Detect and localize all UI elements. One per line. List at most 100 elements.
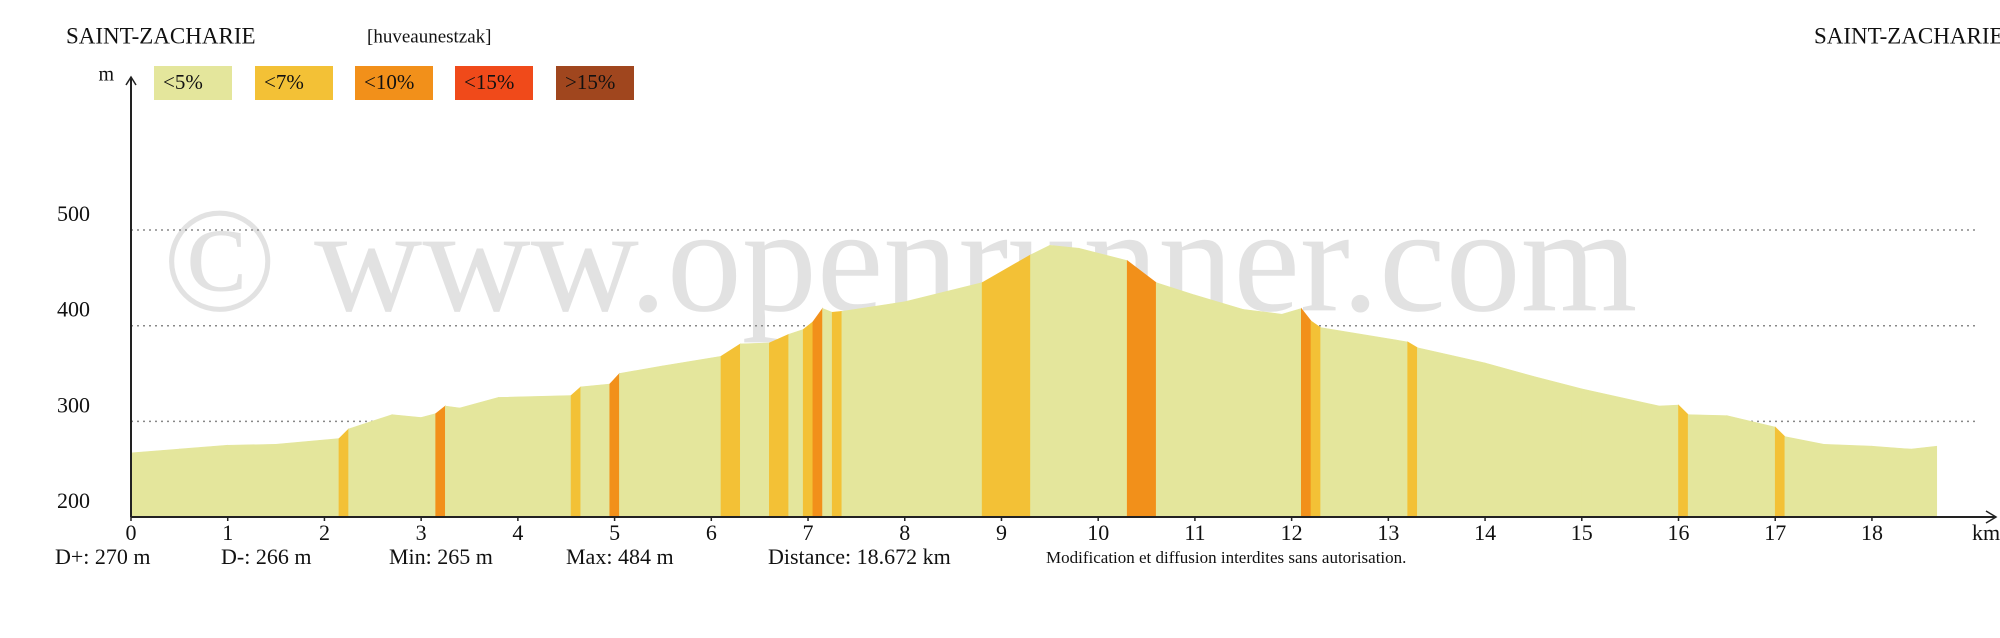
- profile-segment: [1417, 347, 1486, 518]
- x-tick-label: 2: [319, 520, 330, 545]
- x-tick-label: 8: [899, 520, 910, 545]
- legend-label: <10%: [364, 70, 414, 94]
- profile-segment: [812, 307, 823, 518]
- profile-segment: [498, 395, 572, 518]
- profile-segment: [570, 386, 582, 518]
- profile-segment: [1726, 415, 1776, 518]
- profile-segment: [445, 405, 461, 518]
- profile-segment: [227, 443, 277, 518]
- x-tick-label: 3: [416, 520, 427, 545]
- profile-segment: [609, 372, 620, 518]
- stat-annotation: Max: 484 m: [566, 544, 674, 569]
- profile-segment: [1823, 443, 1873, 518]
- profile-segment: [1533, 376, 1583, 518]
- legend-label: <7%: [264, 70, 304, 94]
- x-tick-label: 9: [996, 520, 1007, 545]
- profile-segment: [720, 343, 741, 518]
- subtitle: [huveaunestzak]: [367, 26, 492, 47]
- profile-segment: [435, 405, 446, 518]
- legend-swatch: [154, 66, 232, 100]
- profile-segment: [662, 355, 722, 518]
- profile-segment: [348, 414, 393, 518]
- profile-segment: [619, 365, 664, 518]
- x-tick-label: 12: [1281, 520, 1303, 545]
- end-title: SAINT-ZACHARIE: [1814, 23, 2000, 48]
- legend-swatch: [455, 66, 533, 100]
- x-tick-label: 15: [1571, 520, 1593, 545]
- x-tick-label: 10: [1087, 520, 1109, 545]
- profile-segment: [1871, 445, 1911, 518]
- stat-annotation: Modification et diffusion interdites san…: [1046, 548, 1406, 567]
- profile-segment: [1658, 404, 1679, 518]
- profile-segment: [904, 282, 983, 518]
- profile-segment: [1910, 445, 1938, 518]
- x-tick-label: 14: [1474, 520, 1496, 545]
- profile-segment: [1581, 388, 1660, 518]
- legend-label: <15%: [464, 70, 514, 94]
- legend-label: <5%: [163, 70, 203, 94]
- profile-segment: [1281, 308, 1302, 518]
- stat-annotation: D-: 266 m: [221, 544, 311, 569]
- x-tick-label: 16: [1668, 520, 1690, 545]
- profile-segment: [981, 254, 1031, 518]
- profile-segment: [179, 444, 229, 518]
- legend-swatch: [255, 66, 333, 100]
- legend-swatch: [556, 66, 634, 100]
- profile-segment: [1049, 245, 1080, 518]
- profile-segment: [459, 397, 499, 518]
- x-axis-label: km: [1972, 520, 2000, 545]
- profile-segment: [1155, 282, 1196, 518]
- profile-segment: [1242, 309, 1283, 518]
- profile-segment: [1030, 244, 1051, 518]
- x-tick-label: 7: [803, 520, 814, 545]
- profile-segment: [275, 438, 340, 518]
- profile-segment: [1774, 426, 1786, 518]
- x-tick-label: 18: [1861, 520, 1883, 545]
- profile-segment: [1407, 341, 1418, 518]
- profile-segment: [1078, 247, 1128, 518]
- profile-segment: [1310, 320, 1321, 518]
- profile-segment: [831, 311, 843, 518]
- profile-segment: [1484, 362, 1534, 518]
- y-axis-label: m: [98, 64, 114, 86]
- stat-annotation: Min: 265 m: [389, 544, 493, 569]
- legend-label: >15%: [565, 70, 615, 94]
- profile-segment: [740, 342, 770, 518]
- stat-annotation: Distance: 18.672 km: [768, 544, 951, 569]
- profile-segment: [1320, 327, 1408, 518]
- x-tick-label: 0: [126, 520, 137, 545]
- y-tick-label: 400: [57, 297, 90, 322]
- x-tick-label: 13: [1377, 520, 1399, 545]
- profile-segment: [1784, 436, 1824, 518]
- profile-segment: [841, 301, 906, 518]
- y-axis-arrow: [125, 75, 137, 86]
- profile-segment: [822, 308, 833, 518]
- x-tick-label: 11: [1184, 520, 1205, 545]
- profile-segment: [769, 333, 789, 518]
- profile-segment: [338, 428, 349, 518]
- profile-segment: [1687, 414, 1728, 518]
- y-tick-label: 200: [57, 488, 90, 513]
- profile-segment: [420, 413, 436, 518]
- y-tick-label: 500: [57, 201, 90, 226]
- profile-segment: [391, 414, 422, 518]
- profile-segment: [580, 383, 611, 518]
- profile-segment: [1300, 307, 1312, 518]
- profile-segment: [802, 321, 814, 518]
- stat-annotation: D+: 270 m: [55, 544, 151, 569]
- start-title: SAINT-ZACHARIE: [66, 23, 256, 48]
- x-tick-label: 5: [609, 520, 620, 545]
- x-tick-label: 6: [706, 520, 717, 545]
- legend-swatch: [355, 66, 433, 100]
- profile-segment: [130, 448, 180, 518]
- profile-segment: [1678, 404, 1689, 518]
- profile-segment: [788, 329, 804, 518]
- y-tick-label: 300: [57, 392, 90, 417]
- x-tick-label: 17: [1764, 520, 1786, 545]
- profile-segment: [1126, 260, 1157, 518]
- x-tick-label: 4: [512, 520, 523, 545]
- x-tick-label: 1: [222, 520, 233, 545]
